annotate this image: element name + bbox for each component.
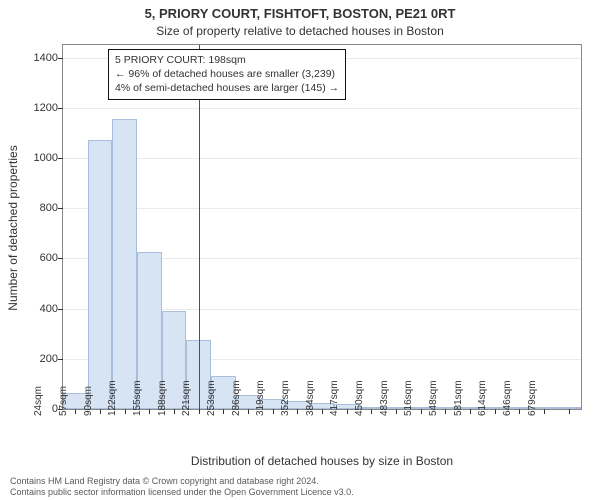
bar: [88, 140, 113, 409]
ytick-mark: [58, 258, 63, 259]
ytick-label: 1200: [8, 102, 58, 114]
ytick-mark: [58, 158, 63, 159]
ytick-mark: [58, 108, 63, 109]
chart-container: 5, PRIORY COURT, FISHTOFT, BOSTON, PE21 …: [0, 0, 600, 500]
xtick-label: 679sqm: [527, 380, 600, 416]
chart-title: 5, PRIORY COURT, FISHTOFT, BOSTON, PE21 …: [0, 6, 600, 21]
ytick-label: 600: [8, 252, 58, 264]
property-marker-line: [199, 45, 200, 409]
annotation-box: 5 PRIORY COURT: 198sqm← 96% of detached …: [108, 49, 346, 100]
ytick-label: 400: [8, 303, 58, 315]
ytick-label: 1000: [8, 152, 58, 164]
ytick-label: 1400: [8, 52, 58, 64]
ytick-mark: [58, 58, 63, 59]
chart-subtitle: Size of property relative to detached ho…: [0, 24, 600, 38]
annotation-line1: 5 PRIORY COURT: 198sqm: [115, 53, 339, 67]
bar: [112, 119, 137, 409]
annotation-line3: 4% of semi-detached houses are larger (1…: [115, 81, 339, 95]
annotation-line2: ← 96% of detached houses are smaller (3,…: [115, 67, 339, 81]
ytick-label: 200: [8, 353, 58, 365]
gridline: [63, 108, 581, 109]
ytick-label: 800: [8, 202, 58, 214]
credits: Contains HM Land Registry data © Crown c…: [10, 476, 354, 499]
gridline: [63, 158, 581, 159]
ytick-mark: [58, 359, 63, 360]
x-axis-label: Distribution of detached houses by size …: [62, 454, 582, 468]
ytick-mark: [58, 309, 63, 310]
credits-line-1: Contains HM Land Registry data © Crown c…: [10, 476, 354, 487]
gridline: [63, 208, 581, 209]
ytick-mark: [58, 208, 63, 209]
credits-line-2: Contains public sector information licen…: [10, 487, 354, 498]
